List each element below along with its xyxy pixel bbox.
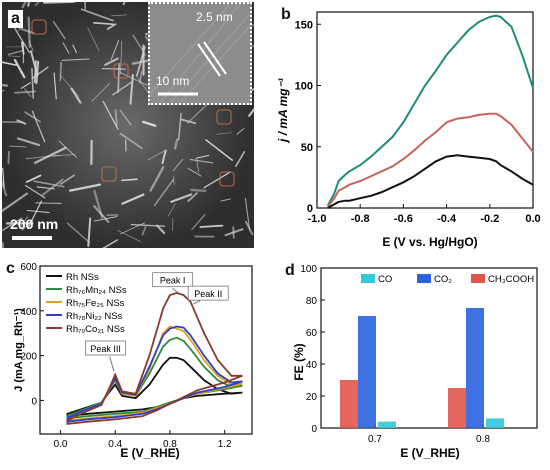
series-line bbox=[328, 114, 533, 207]
y-axis-label: j / mA mg⁻¹ bbox=[276, 78, 290, 144]
y-axis-label: FE (%) bbox=[292, 343, 306, 380]
scale-bar-label: 200 nm bbox=[10, 216, 58, 232]
y-tick-label: 100 bbox=[300, 264, 317, 275]
y-axis-label: J (mA mg_Rh⁻¹) bbox=[13, 308, 25, 392]
bar bbox=[466, 308, 484, 428]
annotation-label: Peak III bbox=[90, 344, 121, 354]
legend-label: Rh₇₅Fe₂₅ NSs bbox=[66, 298, 125, 309]
y-tick-label: 100 bbox=[295, 81, 313, 93]
x-axis-label: E (V_RHE) bbox=[120, 446, 179, 460]
nanosheet-spike bbox=[8, 152, 9, 164]
x-tick-label: -0.8 bbox=[351, 213, 370, 225]
bar bbox=[378, 422, 396, 428]
y-tick-label: 0 bbox=[311, 424, 317, 435]
chart-d: 0 20 40 60 80 100 0.7 0.8 CO CO₂ CH₃COOH E (V_RHE… bbox=[275, 252, 550, 465]
x-axis-label: E (V_RHE) bbox=[400, 446, 459, 460]
annotation-pointer bbox=[110, 357, 114, 372]
legend-swatch bbox=[417, 274, 431, 283]
inset-scale-label: 10 nm bbox=[156, 74, 189, 88]
annotation-label: Peak I bbox=[160, 276, 186, 286]
y-tick-label: 80 bbox=[306, 296, 318, 307]
y-tick-label: 20 bbox=[306, 392, 318, 403]
plot-frame bbox=[317, 12, 533, 208]
legend-swatch bbox=[471, 274, 485, 283]
y-tick-label: 0 bbox=[307, 203, 313, 215]
panel-a: 2.5 nm 10 nm a 200 nm bbox=[0, 0, 275, 250]
nanosheet-spike bbox=[191, 190, 205, 191]
tem-inset: 2.5 nm 10 nm bbox=[148, 2, 252, 105]
series-line bbox=[328, 16, 533, 206]
x-tick-label: -0.4 bbox=[437, 213, 457, 225]
y-tick-label: 0 bbox=[31, 396, 37, 407]
nanosheet-spike bbox=[116, 110, 117, 125]
y-tick-label: 600 bbox=[20, 262, 37, 273]
nanosheet-spike bbox=[85, 2, 86, 9]
y-tick-label: 60 bbox=[306, 328, 318, 339]
lattice-spacing-label: 2.5 nm bbox=[196, 10, 233, 24]
panel-d: d 0 20 40 60 80 100 0.7 0.8 CO CO₂ CH₃COOH E (V_R… bbox=[275, 252, 550, 465]
x-tick-label: 1.2 bbox=[218, 439, 232, 450]
legend-label: Rh₇₈Ni₂₂ NSs bbox=[66, 311, 123, 322]
annotation-label: Peak II bbox=[194, 289, 222, 299]
panel-label-c: c bbox=[6, 260, 15, 278]
legend-label: Rh₇₉Co₂₁ NSs bbox=[66, 324, 125, 335]
legend-label: CH₃COOH bbox=[488, 274, 534, 285]
x-tick-label: 0.0 bbox=[54, 439, 68, 450]
nanosheet-spike bbox=[15, 92, 35, 93]
legend-label: CO bbox=[378, 274, 392, 285]
legend-label: Rh NSs bbox=[66, 272, 99, 283]
scale-bar bbox=[12, 236, 72, 242]
y-tick-label: 40 bbox=[306, 360, 318, 371]
bar bbox=[358, 316, 376, 428]
x-axis-label: E (V vs. Hg/HgO) bbox=[382, 235, 477, 249]
legend-label: CO₂ bbox=[434, 274, 452, 285]
y-tick-label: 50 bbox=[301, 142, 313, 154]
legend-swatch bbox=[361, 274, 375, 283]
panel-label-a: a bbox=[8, 10, 23, 28]
annotation-pointer bbox=[193, 301, 200, 304]
panel-label-d: d bbox=[285, 262, 295, 280]
x-tick-label: -0.6 bbox=[394, 213, 413, 225]
annotation-pointer bbox=[173, 288, 178, 292]
legend-label: Rh₇₆Mn₂₄ NSs bbox=[66, 285, 127, 296]
bar bbox=[448, 388, 466, 428]
y-tick-label: 150 bbox=[295, 19, 313, 31]
nanosheet-spike bbox=[60, 63, 61, 81]
x-tick-label: 0.7 bbox=[368, 434, 382, 445]
bar bbox=[340, 380, 358, 428]
nanosheet-spike bbox=[44, 2, 74, 3]
bar bbox=[486, 418, 504, 428]
panel-label-b: b bbox=[281, 6, 291, 24]
x-tick-label: -0.2 bbox=[480, 213, 499, 225]
x-tick-label: 0.8 bbox=[476, 434, 490, 445]
x-tick-label: 0.0 bbox=[525, 213, 540, 225]
